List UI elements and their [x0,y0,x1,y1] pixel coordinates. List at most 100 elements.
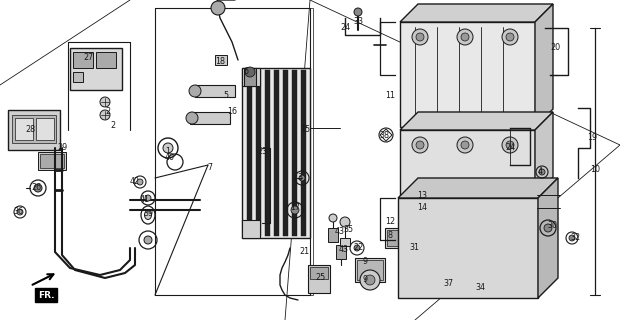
Text: 9: 9 [363,276,368,284]
Bar [242,68,260,86]
Text: 41: 41 [140,196,150,204]
Bar [244,68,256,86]
Bar [357,260,383,280]
Bar [470,282,490,290]
Bar [73,72,83,82]
Bar [255,70,261,236]
Text: 42: 42 [130,178,140,187]
Circle shape [186,112,198,124]
Text: 28: 28 [25,125,35,134]
Text: 38: 38 [379,131,389,140]
Bar [242,220,260,238]
Circle shape [163,143,173,153]
Bar [292,70,298,236]
Text: 17: 17 [290,204,300,212]
Circle shape [457,137,473,153]
Text: 26: 26 [31,183,41,193]
Text: 5: 5 [223,92,229,100]
Text: 1: 1 [166,148,171,156]
Circle shape [416,33,424,41]
Circle shape [354,8,362,16]
Bar [73,52,93,68]
Text: 22: 22 [353,244,363,252]
Circle shape [245,67,255,77]
Circle shape [412,137,428,153]
Circle shape [506,141,514,149]
Bar [12,115,56,143]
Circle shape [145,195,151,201]
Circle shape [189,85,201,97]
Circle shape [544,224,552,232]
Circle shape [17,209,23,215]
Circle shape [502,29,518,45]
Text: 32: 32 [570,234,580,243]
Bar [36,118,54,140]
Bar [301,70,306,236]
Circle shape [34,184,42,192]
Circle shape [365,275,375,285]
Bar [155,8,313,295]
Circle shape [569,235,575,241]
Circle shape [144,236,152,244]
Polygon shape [398,198,538,298]
Bar [195,85,235,97]
Text: 30: 30 [547,221,557,230]
Bar [70,48,122,90]
Circle shape [291,206,299,214]
Circle shape [340,217,350,227]
Bar [15,118,33,140]
Circle shape [100,110,110,120]
Text: 4: 4 [538,167,542,177]
Polygon shape [400,130,535,195]
Text: 29: 29 [57,143,67,153]
Text: 15: 15 [300,125,310,134]
Text: 25: 25 [315,274,325,283]
Text: 19: 19 [587,133,597,142]
Circle shape [445,282,451,288]
Text: 14: 14 [417,204,427,212]
Circle shape [299,175,305,181]
Text: 27: 27 [83,53,93,62]
Polygon shape [398,178,558,198]
Text: 23: 23 [257,148,267,156]
Circle shape [360,270,380,290]
Bar [283,70,288,236]
Text: 2: 2 [110,121,115,130]
Bar [274,70,279,236]
Polygon shape [400,4,553,22]
Polygon shape [535,4,553,127]
Circle shape [100,97,110,107]
Bar [8,110,60,150]
Text: 18: 18 [215,58,225,67]
Text: 3: 3 [298,173,303,182]
Circle shape [461,141,469,149]
Circle shape [211,1,225,15]
Bar [355,258,385,282]
Circle shape [539,169,545,175]
Bar [247,70,252,236]
Polygon shape [538,178,558,298]
Bar [310,267,328,279]
Circle shape [329,214,337,222]
Text: 33: 33 [353,18,363,27]
Bar [96,52,116,68]
Bar [385,228,407,248]
Text: 31: 31 [409,244,419,252]
Bar [336,245,346,259]
Bar [242,68,310,238]
Text: 9: 9 [363,258,368,267]
Circle shape [412,29,428,45]
Text: 34: 34 [475,284,485,292]
Bar [190,112,230,124]
Bar [387,230,405,246]
Text: 39: 39 [143,209,153,218]
Circle shape [137,179,143,185]
Text: 12: 12 [385,218,395,227]
Text: 37: 37 [443,279,453,289]
Text: 8: 8 [388,230,392,239]
Text: 36: 36 [13,207,23,217]
Circle shape [461,33,469,41]
Polygon shape [400,112,553,130]
Circle shape [354,245,360,251]
Bar [215,55,227,65]
